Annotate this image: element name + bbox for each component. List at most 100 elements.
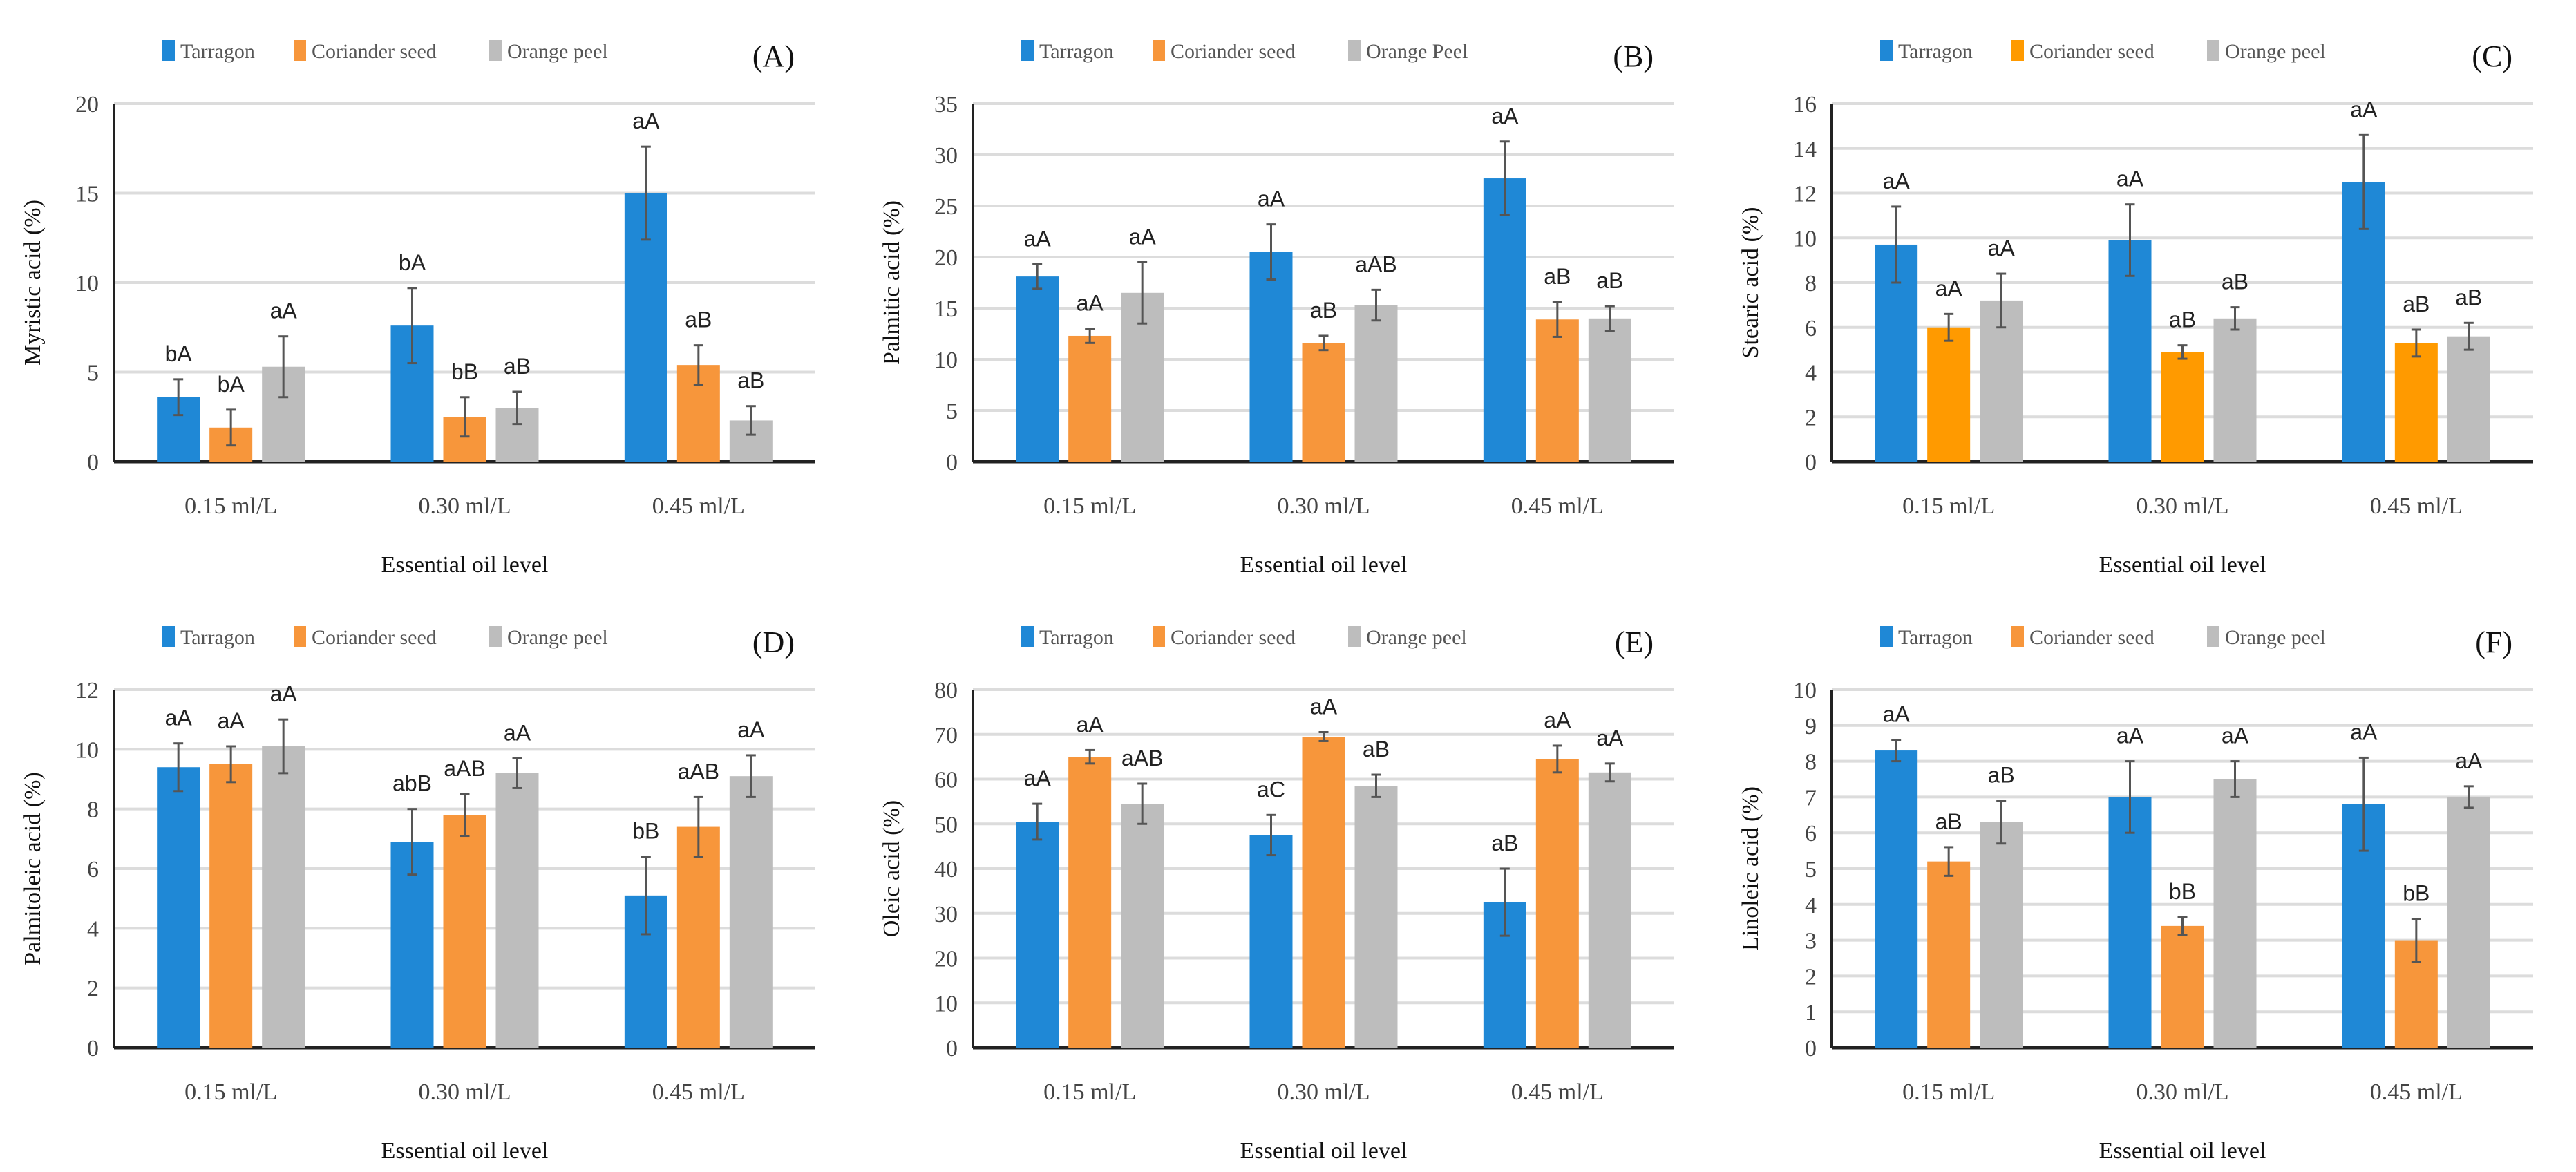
- bar-coriander-seed: [1068, 757, 1112, 1048]
- chart-panel-c: 0 2 4 6 8 10 12 14 16 aA aA aA 0.15 ml/L aA aB aB 0.30 m…: [1718, 0, 2576, 586]
- bar-tarragon: [1016, 276, 1059, 462]
- bar-orange-peel: [1354, 786, 1398, 1048]
- legend-label: Tarragon: [180, 40, 255, 63]
- y-tick-label: 20: [934, 947, 958, 972]
- chart-panel-e: 0 10 20 30 40 50 60 70 80 aA aA aAB 0.15 ml/L aC aA aB 0…: [859, 586, 1718, 1172]
- x-axis-label: Essential oil level: [1240, 1138, 1408, 1164]
- significance-label: aA: [1024, 766, 1052, 791]
- y-axis-label: Myristic acid (%): [20, 200, 46, 366]
- chart-svg: 0 5 10 15 20 25 30 35 aA aA aA 0.15 ml/L aA aB aAB 0.30…: [879, 39, 1674, 578]
- x-tick-label: 0.30 ml/L: [418, 1079, 511, 1105]
- x-axis-label: Essential oil level: [381, 1138, 549, 1164]
- x-tick-label: 0.15 ml/L: [1043, 493, 1136, 519]
- x-tick-label: 0.30 ml/L: [418, 493, 511, 519]
- y-tick-label: 2: [1805, 405, 1817, 431]
- bar-coriander-seed: [1068, 335, 1112, 462]
- x-tick-label: 0.15 ml/L: [1902, 1079, 1995, 1105]
- x-tick-label: 0.30 ml/L: [1277, 493, 1370, 519]
- bar-tarragon: [1249, 835, 1293, 1048]
- bar-coriander-seed: [676, 826, 720, 1048]
- significance-label: aA: [1024, 226, 1052, 251]
- y-tick-label: 9: [1805, 714, 1817, 739]
- significance-label: aB: [1491, 831, 1518, 856]
- y-axis-label: Palmitoleic acid (%): [20, 772, 46, 965]
- bar-coriander-seed: [1535, 319, 1579, 462]
- y-tick-label: 5: [87, 361, 99, 386]
- bar-orange-peel: [1588, 772, 1631, 1048]
- significance-label: aA: [1310, 694, 1338, 719]
- panel-label: (D): [752, 625, 795, 659]
- significance-label: aB: [2169, 308, 2196, 332]
- y-tick-label: 25: [934, 194, 958, 220]
- x-axis-label: Essential oil level: [1240, 552, 1408, 578]
- legend-swatch: [1021, 40, 1034, 61]
- y-tick-label: 6: [1805, 821, 1817, 847]
- bar-tarragon: [390, 842, 434, 1048]
- significance-label: aA: [504, 720, 531, 745]
- x-axis-label: Essential oil level: [2099, 1138, 2266, 1164]
- legend-label: Orange peel: [2225, 40, 2326, 63]
- y-tick-label: 16: [1793, 92, 1817, 117]
- legend-label: Coriander seed: [1171, 626, 1296, 649]
- x-tick-label: 0.45 ml/L: [2370, 1079, 2463, 1105]
- y-tick-label: 0: [1805, 450, 1817, 475]
- y-tick-label: 10: [75, 737, 99, 763]
- bar-coriander-seed: [1302, 736, 1345, 1048]
- y-tick-label: 20: [75, 92, 99, 117]
- panel-label: (E): [1615, 625, 1654, 659]
- bar-coriander-seed: [1927, 861, 1971, 1048]
- significance-label: aA: [2116, 724, 2144, 748]
- bar-orange-peel: [1354, 305, 1398, 462]
- bar-coriander-seed: [2394, 343, 2438, 462]
- y-tick-label: 0: [1805, 1036, 1817, 1061]
- x-axis-label: Essential oil level: [2099, 552, 2266, 578]
- y-tick-label: 10: [934, 348, 958, 373]
- y-tick-label: 30: [934, 902, 958, 927]
- significance-label: aA: [1129, 224, 1157, 249]
- legend-label: Coriander seed: [312, 40, 437, 63]
- y-tick-label: 15: [75, 182, 99, 207]
- significance-label: aA: [2350, 97, 2378, 122]
- chart-panel-a: 0 5 10 15 20 bA bA aA 0.15 ml/L bA bB aB 0.30 ml/L aA…: [0, 0, 859, 586]
- significance-label: bA: [218, 372, 245, 397]
- significance-label: aA: [218, 708, 245, 733]
- x-tick-label: 0.45 ml/L: [652, 493, 745, 519]
- panel-label: (F): [2475, 625, 2512, 659]
- y-tick-label: 5: [946, 399, 958, 424]
- y-tick-label: 0: [946, 450, 958, 475]
- bar-coriander-seed: [1535, 759, 1579, 1048]
- significance-label: aB: [1363, 737, 1390, 762]
- y-tick-label: 8: [1805, 271, 1817, 296]
- legend-swatch: [1021, 626, 1034, 647]
- bar-tarragon: [1483, 178, 1526, 462]
- x-tick-label: 0.15 ml/L: [184, 1079, 277, 1105]
- legend-label: Orange peel: [507, 626, 608, 649]
- significance-label: bA: [399, 250, 426, 275]
- y-tick-label: 7: [1805, 785, 1817, 811]
- significance-label: bA: [165, 341, 193, 366]
- legend-swatch: [489, 40, 502, 61]
- legend-label: Coriander seed: [2029, 40, 2154, 63]
- y-tick-label: 4: [1805, 893, 1817, 918]
- legend-label: Orange peel: [1366, 626, 1467, 649]
- legend-label: Orange Peel: [1366, 40, 1468, 63]
- legend-label: Tarragon: [1039, 40, 1114, 63]
- chart-panel-d: 0 2 4 6 8 10 12 aA aA aA 0.15 ml/L abB aAB aA 0.30 ml/…: [0, 586, 859, 1172]
- legend-swatch: [1880, 626, 1893, 647]
- significance-label: aA: [1988, 236, 2016, 261]
- bar-tarragon: [1016, 822, 1059, 1048]
- legend-swatch: [2207, 626, 2219, 647]
- y-tick-label: 2: [87, 976, 99, 1002]
- y-tick-label: 12: [1793, 182, 1817, 207]
- y-tick-label: 10: [934, 991, 958, 1017]
- significance-label: aA: [270, 681, 298, 706]
- y-tick-label: 0: [87, 1036, 99, 1061]
- significance-label: aAB: [1355, 252, 1396, 276]
- significance-label: aB: [1596, 268, 1623, 293]
- legend-swatch: [2011, 40, 2024, 61]
- legend-label: Orange peel: [2225, 626, 2326, 649]
- y-axis-label: Stearic acid (%): [1738, 207, 1763, 359]
- significance-label: aA: [1935, 276, 1963, 301]
- legend-label: Tarragon: [1898, 40, 1973, 63]
- legend-swatch: [294, 626, 306, 647]
